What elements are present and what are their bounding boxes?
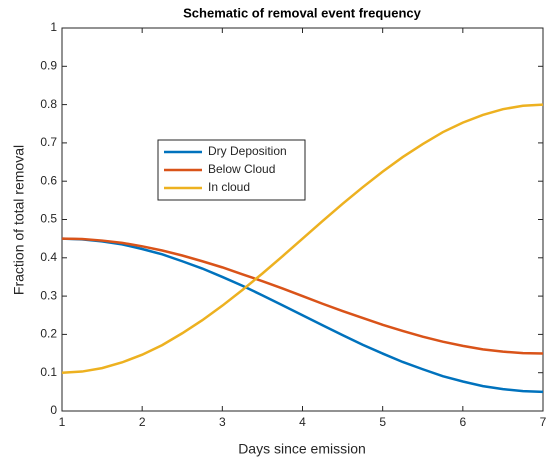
- x-tick-label: 1: [59, 415, 66, 429]
- y-tick-label: 0.4: [40, 250, 57, 264]
- y-tick-label: 0.5: [40, 212, 57, 226]
- y-tick-label: 0.6: [40, 173, 57, 187]
- y-tick-label: 0.9: [40, 58, 57, 72]
- x-tick-label: 6: [459, 415, 466, 429]
- x-tick-label: 7: [540, 415, 547, 429]
- y-tick-label: 0.2: [40, 327, 57, 341]
- data-line: [61, 103, 544, 374]
- data-line: [61, 237, 544, 355]
- x-axis-label: Days since emission: [238, 441, 366, 457]
- legend-label: In cloud: [208, 180, 250, 194]
- y-tick-label: 1: [50, 20, 57, 34]
- x-tick-label: 5: [379, 415, 386, 429]
- y-tick-label: 0.1: [40, 365, 57, 379]
- y-tick-label: 0.7: [40, 135, 57, 149]
- y-tick-label: 0.8: [40, 97, 57, 111]
- plot-frame: [61, 27, 544, 412]
- y-axis-label: Fraction of total removal: [11, 145, 27, 295]
- legend-label: Below Cloud: [208, 162, 275, 176]
- x-tick-label: 3: [219, 415, 226, 429]
- legend-label: Dry Deposition: [208, 144, 287, 158]
- x-tick-label: 2: [139, 415, 146, 429]
- y-tick-label: 0.3: [40, 288, 57, 302]
- y-tick-label: 0: [50, 403, 57, 417]
- data-line: [61, 237, 544, 394]
- chart-title: Schematic of removal event frequency: [183, 5, 421, 20]
- x-tick-label: 4: [299, 415, 306, 429]
